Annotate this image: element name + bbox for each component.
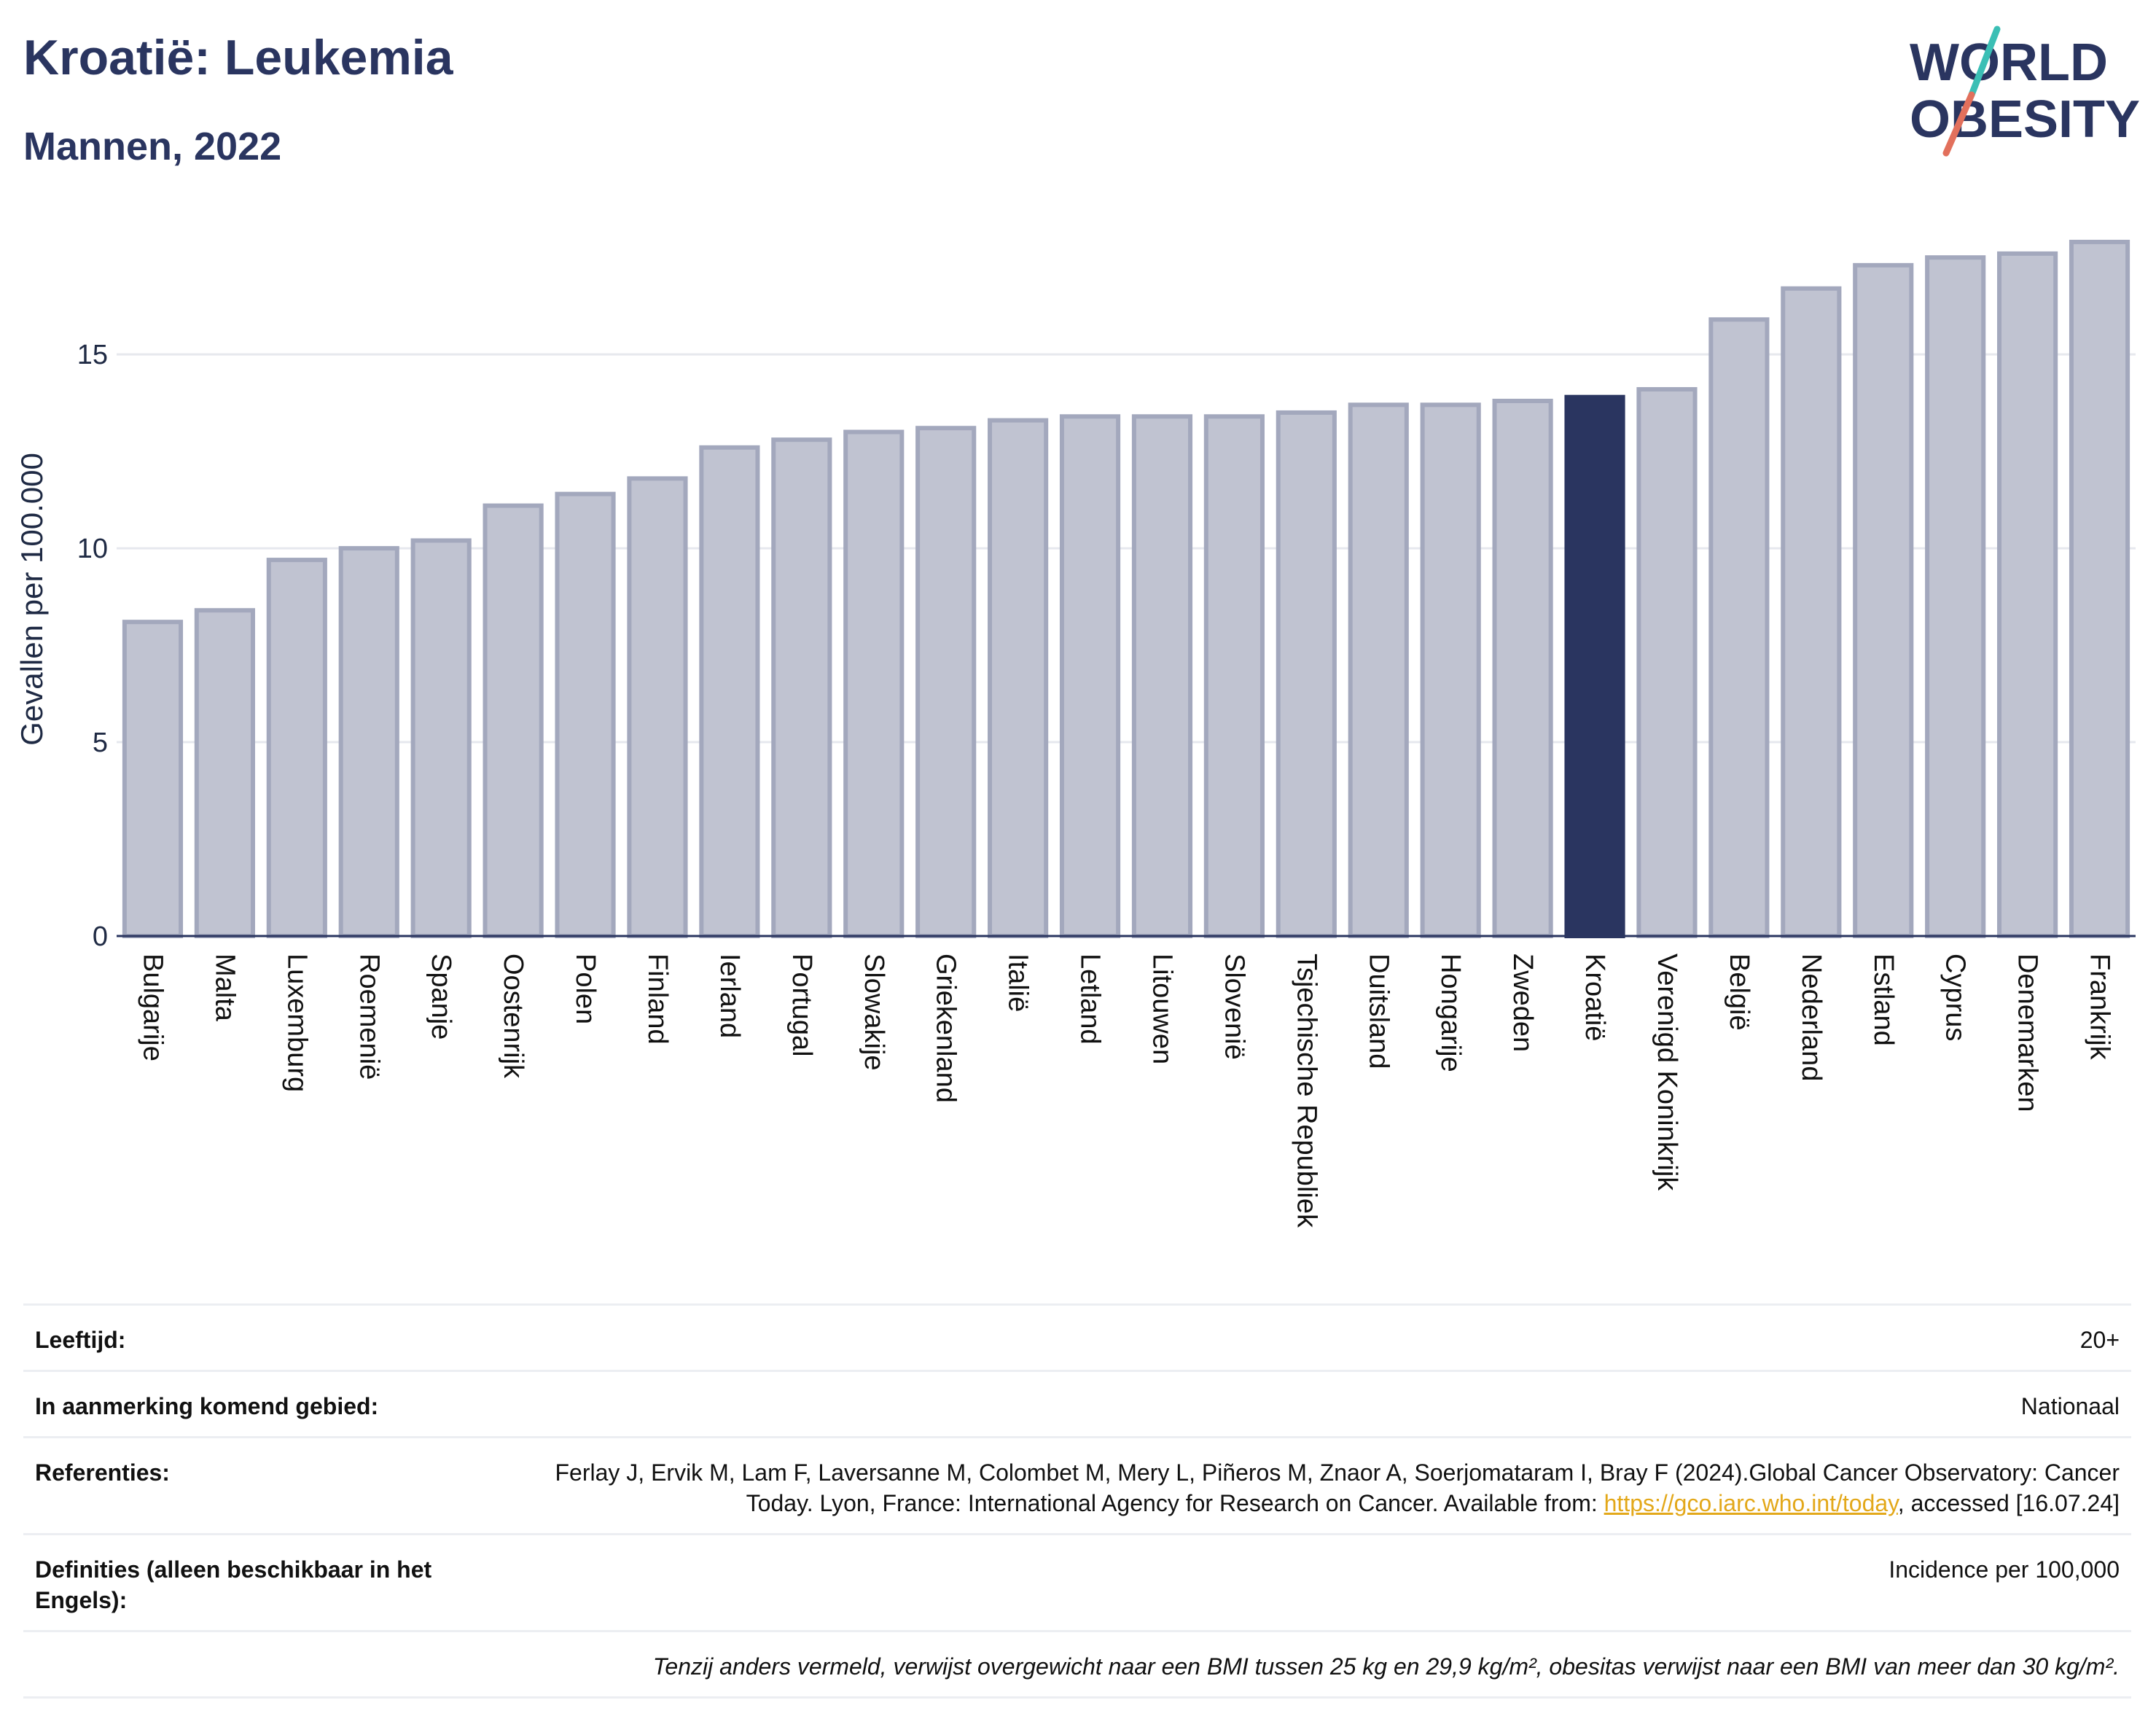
x-tick-label: Slovenië bbox=[1219, 954, 1249, 1060]
x-tick-label: Ierland bbox=[714, 954, 745, 1038]
chart-subtitle: Mannen, 2022 bbox=[23, 125, 282, 168]
x-tick-label: Letland bbox=[1075, 954, 1106, 1045]
x-tick-label: Spanje bbox=[426, 954, 456, 1040]
x-axis-labels: Bulgarije Malta Luxemburg Roemenië Spanje Oos… bbox=[137, 954, 2114, 1228]
bar-litouwen bbox=[1131, 414, 1193, 938]
x-tick-label: Verenigd Koninkrijk bbox=[1652, 954, 1682, 1191]
x-tick-label: Cyprus bbox=[1940, 954, 1971, 1041]
x-tick-label: Roemenië bbox=[354, 954, 384, 1080]
bar-malta bbox=[194, 608, 255, 938]
x-tick-label: Slowakije bbox=[859, 954, 889, 1071]
bar-finland bbox=[627, 476, 688, 938]
y-tick-label: 15 bbox=[77, 340, 108, 370]
bar-duitsland bbox=[1348, 402, 1409, 938]
bar-griekenland bbox=[915, 426, 977, 938]
area-value: Nationaal bbox=[2020, 1393, 2120, 1419]
age-label: Leeftijd: bbox=[35, 1327, 126, 1353]
x-tick-label: Griekenland bbox=[931, 954, 961, 1103]
bar-hongarije bbox=[1420, 402, 1481, 938]
bar-frankrijk bbox=[2069, 239, 2130, 938]
bars bbox=[122, 239, 2130, 939]
bar-tsjechische-republiek bbox=[1276, 410, 1337, 938]
bar-roemenië bbox=[338, 546, 399, 938]
bar-polen bbox=[555, 491, 616, 938]
chart-title: Kroatië: Leukemia bbox=[23, 30, 453, 85]
x-tick-label: Italië bbox=[1003, 954, 1034, 1012]
x-tick-label: Oostenrijk bbox=[498, 954, 528, 1079]
definitions-label: Definities (alleen beschikbaar in het En… bbox=[35, 1556, 432, 1613]
references-label: Referenties: bbox=[35, 1459, 170, 1486]
x-tick-label: België bbox=[1724, 954, 1754, 1031]
bar-estland bbox=[1853, 262, 1914, 938]
logo-text-world: WORLD bbox=[1910, 34, 2108, 92]
references-link[interactable]: https://gco.iarc.who.int/today bbox=[1604, 1490, 1898, 1516]
x-tick-label: Tsjechische Republiek bbox=[1291, 954, 1321, 1228]
y-tick-label: 5 bbox=[93, 728, 108, 758]
y-tick-label: 0 bbox=[93, 921, 108, 952]
bar-slovenië bbox=[1203, 414, 1265, 938]
x-tick-label: Malta bbox=[209, 954, 240, 1022]
x-tick-label: Polen bbox=[570, 954, 601, 1024]
info-table: Leeftijd: 20+ In aanmerking komend gebie… bbox=[23, 1303, 2131, 1699]
info-row-area: In aanmerking komend gebied: Nationaal bbox=[23, 1370, 2131, 1436]
x-tick-label: Denemarken bbox=[2012, 954, 2043, 1112]
x-tick-label: Portugal bbox=[786, 954, 817, 1057]
bar-spanje bbox=[410, 538, 472, 938]
bar-portugal bbox=[771, 437, 832, 938]
x-tick-label: Luxemburg bbox=[281, 954, 312, 1092]
logo-text-obesity: OBESITY bbox=[1910, 90, 2140, 149]
x-tick-label: Litouwen bbox=[1147, 954, 1177, 1064]
bar-denemarken bbox=[1997, 251, 2058, 938]
bar-oostenrijk bbox=[483, 503, 544, 938]
references-tail: , accessed [16.07.24] bbox=[1897, 1490, 2120, 1516]
x-tick-label: Finland bbox=[642, 954, 673, 1045]
x-tick-label: Bulgarije bbox=[137, 954, 168, 1061]
info-row-references: Referenties: Ferlay J, Ervik M, Lam F, L… bbox=[23, 1436, 2131, 1533]
world-obesity-logo: WORLD OBESITY bbox=[1910, 26, 2140, 157]
logo-slash-top bbox=[1968, 26, 2001, 98]
logo-slash-bottom bbox=[1942, 91, 1975, 157]
info-row-definitions: Definities (alleen beschikbaar in het En… bbox=[23, 1533, 2131, 1630]
bar-kroatië bbox=[1564, 394, 1625, 938]
info-row-note: Tenzij anders vermeld, verwijst overgewi… bbox=[23, 1630, 2131, 1699]
bar-ierland bbox=[699, 445, 760, 938]
x-tick-label: Hongarije bbox=[1435, 954, 1466, 1072]
references-text: Ferlay J, Ervik M, Lam F, Laversanne M, … bbox=[555, 1459, 2120, 1516]
y-axis-ticks: 0 5 10 15 bbox=[77, 340, 108, 952]
area-label: In aanmerking komend gebied: bbox=[35, 1393, 379, 1419]
bmi-note: Tenzij anders vermeld, verwijst overgewi… bbox=[652, 1653, 2120, 1680]
bar-letland bbox=[1059, 414, 1121, 938]
bar-nederland bbox=[1781, 286, 1842, 938]
x-tick-label: Kroatië bbox=[1579, 954, 1610, 1041]
y-tick-label: 10 bbox=[77, 534, 108, 564]
x-tick-label: Nederland bbox=[1796, 954, 1827, 1081]
definitions-value: Incidence per 100,000 bbox=[1889, 1556, 2120, 1583]
bar-bulgarije bbox=[122, 620, 184, 938]
bar-cyprus bbox=[1925, 255, 1986, 938]
y-axis-title: Gevallen per 100.000 bbox=[15, 453, 49, 746]
x-tick-label: Zweden bbox=[1507, 954, 1538, 1052]
bar-italië bbox=[988, 418, 1049, 938]
bar-zweden bbox=[1492, 398, 1553, 938]
bar-luxemburg bbox=[266, 558, 327, 938]
bar-belgië bbox=[1708, 317, 1770, 939]
age-value: 20+ bbox=[2079, 1327, 2120, 1353]
bar-chart: Bulgarije Malta Luxemburg Roemenië Spanje Oos… bbox=[15, 239, 2136, 1228]
x-tick-label: Estland bbox=[1868, 954, 1899, 1046]
info-row-age: Leeftijd: 20+ bbox=[23, 1303, 2131, 1370]
references-value: Ferlay J, Ervik M, Lam F, Laversanne M, … bbox=[501, 1457, 2120, 1518]
x-tick-label: Duitsland bbox=[1363, 954, 1394, 1069]
bar-verenigd-koninkrijk bbox=[1636, 387, 1698, 938]
x-tick-label: Frankrijk bbox=[2085, 954, 2115, 1061]
bar-slowakije bbox=[843, 429, 905, 938]
